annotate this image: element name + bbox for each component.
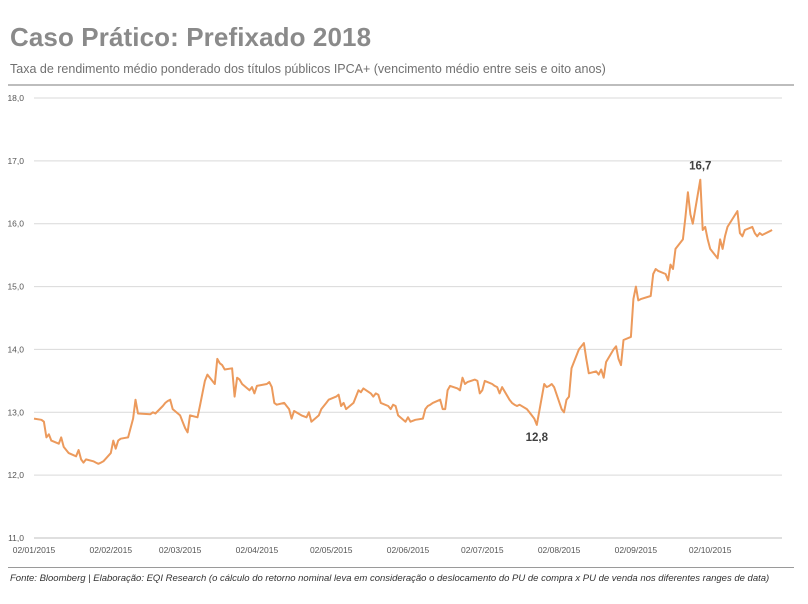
header-rule [8, 84, 794, 86]
annotations: 12,8 16,7 [526, 161, 712, 444]
line-chart: 11,0 12,0 13,0 14,0 15,0 16,0 17,0 18,0 02/01/2… [7, 93, 782, 555]
x-tick-label: 02/07/2015 [461, 545, 504, 555]
x-tick-label: 02/02/2015 [90, 545, 133, 555]
chart-title: Caso Prático: Prefixado 2018 [10, 22, 372, 52]
footnote: Fonte: Bloomberg | Elaboração: EQI Resea… [10, 573, 770, 584]
footer-rule [8, 567, 794, 568]
x-axis-ticks: 02/01/2015 02/02/2015 02/03/2015 02/04/2015… [13, 545, 732, 555]
x-tick-label: 02/01/2015 [13, 545, 56, 555]
y-tick-label: 18,0 [7, 93, 24, 103]
x-tick-label: 02/09/2015 [615, 545, 658, 555]
y-tick-label: 13,0 [7, 407, 24, 417]
x-tick-label: 02/10/2015 [689, 545, 732, 555]
x-tick-label: 02/05/2015 [310, 545, 353, 555]
x-tick-label: 02/08/2015 [538, 545, 581, 555]
x-tick-label: 02/04/2015 [236, 545, 279, 555]
y-tick-label: 15,0 [7, 282, 24, 292]
gridlines [34, 97, 782, 476]
y-tick-label: 14,0 [7, 344, 24, 354]
data-label: 12,8 [526, 432, 549, 444]
series-line [33, 178, 773, 465]
y-axis-ticks: 11,0 12,0 13,0 14,0 15,0 16,0 17,0 18,0 [7, 93, 24, 543]
chart-subtitle: Taxa de rendimento médio ponderado dos t… [10, 62, 606, 76]
y-tick-label: 11,0 [8, 533, 24, 543]
data-label: 16,7 [689, 161, 711, 173]
x-tick-label: 02/03/2015 [159, 545, 202, 555]
y-tick-label: 12,0 [7, 470, 24, 480]
y-tick-label: 17,0 [7, 156, 24, 166]
x-tick-label: 02/06/2015 [387, 545, 430, 555]
y-tick-label: 16,0 [7, 219, 24, 229]
